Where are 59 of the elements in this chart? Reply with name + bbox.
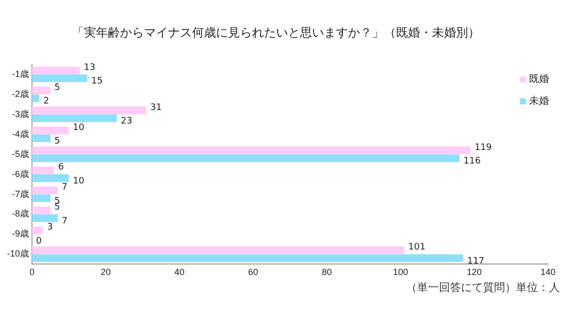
x-tick-label: 40	[174, 267, 184, 278]
x-tick-label: 80	[322, 267, 332, 278]
text: （単一回答にて質問）単位：人	[406, 280, 560, 295]
data-label: 119	[474, 142, 492, 153]
bar	[32, 174, 69, 182]
y-tick-label: -9歳	[12, 228, 30, 239]
x-tick-label: 60	[248, 267, 258, 278]
y-tick-label: -1歳	[12, 68, 30, 79]
bar	[32, 166, 54, 174]
data-label: 117	[467, 256, 484, 266]
bar	[32, 154, 460, 162]
bar	[32, 146, 471, 154]
bar	[32, 134, 50, 142]
data-label: 23	[120, 116, 132, 127]
data-label: 3	[47, 222, 53, 233]
x-tick-label: 120	[466, 267, 482, 278]
y-tick-label: -7歳	[12, 188, 30, 199]
bar	[32, 106, 146, 114]
y-tick-label: -3歳	[12, 108, 30, 119]
y-tick-label: -10歳	[6, 248, 30, 259]
data-label: 31	[150, 102, 162, 113]
x-tick-label: 0	[30, 267, 35, 278]
y-tick-label: -2歳	[12, 88, 30, 99]
data-label: 0	[36, 236, 42, 246]
legend-label: 既婚	[529, 74, 549, 86]
bar	[32, 186, 58, 194]
data-label: 13	[84, 62, 96, 73]
x-tick-label: 140	[540, 267, 556, 278]
data-label: 101	[408, 242, 426, 253]
data-label: 7	[62, 182, 68, 193]
bar	[32, 94, 40, 102]
y-tick-label: -5歳	[12, 148, 30, 159]
data-label: 116	[464, 156, 481, 167]
data-label: 5	[54, 136, 60, 147]
data-label: 10	[72, 122, 85, 133]
data-label: 2	[43, 96, 50, 107]
bar	[32, 246, 404, 254]
data-label: 6	[58, 162, 64, 173]
data-label: 10	[72, 176, 85, 187]
data-label: 7	[62, 216, 68, 226]
bar	[32, 126, 69, 134]
data-label: 15	[91, 76, 103, 87]
x-tick-label: 20	[100, 267, 111, 278]
y-tick-label: -4歳	[12, 128, 30, 139]
bar	[32, 254, 464, 262]
bar	[32, 206, 50, 214]
bar	[32, 86, 50, 94]
y-tick-label: -6歳	[12, 168, 30, 179]
x-tick-label: 100	[393, 267, 408, 278]
bar	[32, 214, 58, 222]
y-tick-label: -8歳	[12, 208, 30, 219]
bar	[32, 74, 88, 82]
bar	[32, 226, 44, 234]
bar	[32, 194, 50, 202]
bar	[32, 66, 80, 74]
bar	[32, 114, 117, 122]
chart-title: 「実年齢からマイナス何歳に見られたいと思いますか？」（既婚・未婚別）	[72, 26, 480, 40]
data-label: 5	[54, 82, 60, 93]
legend-label: 未婚	[529, 95, 549, 108]
